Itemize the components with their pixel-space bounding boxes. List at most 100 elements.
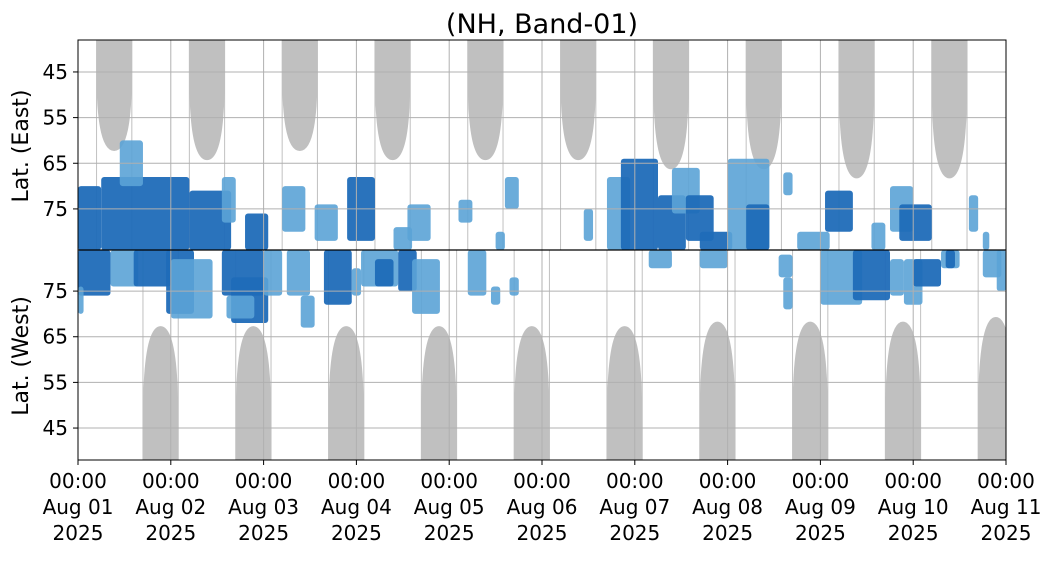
coverage-gap-west-2 <box>235 326 272 460</box>
coverage-gap-east-1 <box>96 40 132 151</box>
y-tick-label-west-4: 45 <box>43 416 68 440</box>
x-tick-label-year-4: 2025 <box>331 521 382 545</box>
detection-west-55 <box>778 254 793 278</box>
x-tick-label-date-10: Aug 10 <box>878 495 949 519</box>
x-tick-label-date-5: Aug 05 <box>414 495 485 519</box>
x-tick-label-time-7: 00:00 <box>606 469 664 493</box>
detection-west-65 <box>996 250 1006 292</box>
coverage-gap-east-9 <box>838 40 875 179</box>
detection-west-52 <box>490 286 501 305</box>
y-tick-label-west-1: 75 <box>43 279 68 303</box>
coverage-gap-east-4 <box>374 40 411 161</box>
x-tick-label-date-7: Aug 07 <box>599 495 670 519</box>
x-tick-label-date-11: Aug 11 <box>971 495 1042 519</box>
coverage-gap-east-8 <box>746 40 782 170</box>
detection-east-2 <box>101 176 190 250</box>
coverage-gap-west-1 <box>142 326 179 460</box>
coverage-gap-west-10 <box>978 317 1006 460</box>
y-tick-label-east-4: 75 <box>43 197 68 221</box>
coverage-gap-west-7 <box>699 321 736 460</box>
detection-west-44 <box>323 250 352 305</box>
detection-west-34 <box>110 250 139 287</box>
detection-east-13 <box>495 231 505 250</box>
coverage-gap-west-6 <box>606 326 643 460</box>
x-tick-label-year-11: 2025 <box>981 521 1032 545</box>
x-tick-label-date-4: Aug 04 <box>321 495 392 519</box>
coverage-gap-east-2 <box>189 40 225 161</box>
x-tick-label-date-2: Aug 02 <box>135 495 206 519</box>
coverage-gap-east-7 <box>653 40 689 170</box>
x-tick-label-year-5: 2025 <box>424 521 475 545</box>
x-tick-label-time-6: 00:00 <box>513 469 571 493</box>
y-tick-label-east-2: 55 <box>43 106 68 130</box>
detection-west-42 <box>286 250 310 296</box>
x-tick-label-year-6: 2025 <box>517 521 568 545</box>
coverage-gap-west-8 <box>792 321 828 460</box>
detection-west-37 <box>170 259 213 319</box>
x-tick-label-date-3: Aug 03 <box>228 495 299 519</box>
detection-east-29 <box>899 204 932 241</box>
x-tick-label-time-2: 00:00 <box>142 469 200 493</box>
detection-east-30 <box>968 195 979 232</box>
detection-east-20 <box>685 195 714 241</box>
x-tick-label-year-9: 2025 <box>795 521 846 545</box>
x-tick-label-time-8: 00:00 <box>699 469 757 493</box>
detection-east-27 <box>871 222 886 250</box>
y-axis-label-west: Lat. (West) <box>9 296 34 416</box>
x-tick-label-time-3: 00:00 <box>235 469 293 493</box>
detection-east-14 <box>504 176 519 209</box>
detection-west-50 <box>467 250 487 296</box>
detection-west-49 <box>412 259 440 314</box>
detection-west-32 <box>78 250 111 296</box>
coverage-gap-east-10 <box>931 40 968 179</box>
y-tick-label-east-3: 65 <box>43 151 68 175</box>
x-tick-label-date-8: Aug 08 <box>692 495 763 519</box>
x-tick-label-time-4: 00:00 <box>328 469 386 493</box>
x-tick-label-year-2: 2025 <box>145 521 196 545</box>
detection-west-43 <box>300 295 315 328</box>
y-axis-label-east: Lat. (East) <box>9 90 34 203</box>
y-tick-label-east-1: 45 <box>43 60 68 84</box>
x-tick-label-date-9: Aug 09 <box>785 495 856 519</box>
y-tick-label-west-3: 55 <box>43 370 68 394</box>
y-tick-label-west-2: 65 <box>43 325 68 349</box>
x-tick-label-year-1: 2025 <box>53 521 104 545</box>
detection-east-31 <box>982 231 990 250</box>
x-tick-label-time-11: 00:00 <box>977 469 1035 493</box>
detection-west-59 <box>890 259 904 296</box>
detection-west-58 <box>852 250 890 301</box>
detection-east-23 <box>746 204 770 250</box>
detection-east-5 <box>221 176 236 223</box>
detection-west-56 <box>783 277 793 310</box>
detection-west-53 <box>648 250 672 269</box>
detection-west-61 <box>913 259 942 287</box>
detection-east-26 <box>825 190 853 232</box>
x-tick-label-time-1: 00:00 <box>49 469 107 493</box>
coverage-gap-west-9 <box>885 321 921 460</box>
detection-west-40 <box>226 295 255 319</box>
x-tick-label-date-6: Aug 06 <box>507 495 578 519</box>
detection-east-17 <box>620 158 658 250</box>
detection-east-15 <box>583 208 594 241</box>
detection-west-33 <box>78 286 84 314</box>
detection-west-41 <box>263 250 283 296</box>
x-tick-label-year-7: 2025 <box>609 521 660 545</box>
x-tick-label-year-8: 2025 <box>702 521 753 545</box>
detection-east-6 <box>245 213 269 250</box>
detection-west-35 <box>133 250 171 287</box>
detection-east-12 <box>458 199 473 223</box>
detection-east-4 <box>189 190 232 250</box>
coverage-gap-east-3 <box>282 40 318 151</box>
x-tick-label-date-1: Aug 01 <box>43 495 114 519</box>
chart-title: (NH, Band-01) <box>446 9 638 40</box>
detection-east-24 <box>783 172 793 196</box>
x-tick-label-time-5: 00:00 <box>420 469 478 493</box>
x-tick-label-time-10: 00:00 <box>884 469 942 493</box>
coverage-gap-west-5 <box>514 326 550 460</box>
coverage-gap-west-4 <box>421 326 457 460</box>
detection-east-11 <box>407 204 431 241</box>
x-tick-label-year-10: 2025 <box>888 521 939 545</box>
